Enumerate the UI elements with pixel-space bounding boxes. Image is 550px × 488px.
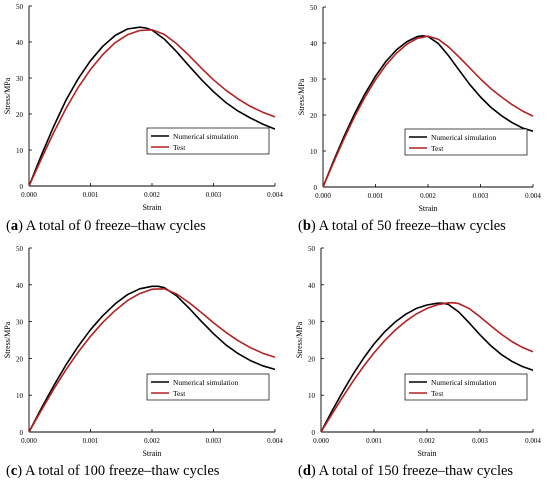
caption-text: A total of 0 freeze–thaw cycles bbox=[22, 218, 206, 234]
chart-panel-a: 0 10 20 30 40 50 0.000 0.001 0.002 0.003 0.004 Stra… bbox=[3, 3, 283, 212]
chart-panel-d: 0 10 20 30 40 50 0.000 0.001 0.002 0.003 0.004 Stra… bbox=[295, 245, 541, 458]
x-tick-label: 0.003 bbox=[473, 192, 489, 200]
x-tick-label: 0.002 bbox=[144, 191, 160, 199]
x-tick-label: 0.001 bbox=[366, 437, 382, 445]
y-tick-label: 40 bbox=[310, 40, 318, 48]
x-tick-label: 0.000 bbox=[315, 192, 331, 200]
x-tick-label: 0.001 bbox=[83, 191, 99, 199]
y-tick-label: 10 bbox=[16, 147, 24, 155]
y-tick-label: 30 bbox=[308, 319, 316, 327]
y-tick-label: 30 bbox=[16, 319, 24, 327]
y-axis-label: Stress/MPa bbox=[297, 78, 306, 115]
y-axis-label: Stress/MPa bbox=[3, 77, 12, 114]
caption-letter: a bbox=[10, 218, 19, 234]
y-tick-label: 20 bbox=[308, 355, 316, 363]
y-tick-label: 0 bbox=[20, 429, 24, 437]
legend-label: Numerical simulation bbox=[431, 133, 496, 142]
x-tick-label: 0.004 bbox=[267, 191, 283, 199]
x-tick-label: 0.000 bbox=[313, 437, 329, 445]
legend-label: Test bbox=[173, 389, 186, 398]
series-line-numerical-simulation bbox=[322, 34, 534, 188]
y-tick-label: 50 bbox=[308, 245, 316, 253]
caption-letter: d bbox=[302, 463, 311, 479]
caption-letter: c bbox=[10, 463, 18, 479]
y-axis-label: Stress/MPa bbox=[295, 321, 304, 358]
x-tick-label: 0.001 bbox=[83, 437, 99, 445]
caption-letter: b bbox=[302, 218, 311, 234]
y-tick-label: 0 bbox=[314, 184, 318, 192]
legend-label: Numerical simulation bbox=[173, 132, 238, 141]
caption-text: A total of 150 freeze–thaw cycles bbox=[315, 463, 514, 479]
x-axis-label: Strain bbox=[142, 449, 161, 458]
series-line-test bbox=[320, 301, 534, 433]
x-tick-label: 0.003 bbox=[472, 437, 488, 445]
caption-panel-c: (c) A total of 100 freeze–thaw cycles bbox=[6, 463, 220, 479]
y-tick-label: 50 bbox=[16, 3, 24, 11]
legend-box bbox=[146, 127, 270, 155]
y-tick-label: 30 bbox=[16, 75, 24, 83]
chart-panel-b: 0 10 20 30 40 50 0.000 0.001 0.002 0.003 0.004 Stra… bbox=[297, 4, 541, 213]
y-tick-label: 10 bbox=[308, 392, 316, 400]
series-line-numerical-simulation bbox=[320, 302, 534, 433]
y-tick-label: 40 bbox=[16, 39, 24, 47]
x-tick-label: 0.002 bbox=[420, 192, 436, 200]
y-tick-label: 10 bbox=[16, 392, 24, 400]
x-tick-label: 0.003 bbox=[206, 191, 222, 199]
legend-label: Numerical simulation bbox=[431, 378, 496, 387]
y-tick-label: 20 bbox=[16, 355, 24, 363]
x-axis-label: Strain bbox=[417, 449, 436, 458]
series-line-test bbox=[28, 28, 276, 187]
x-tick-label: 0.000 bbox=[21, 191, 37, 199]
x-tick-label: 0.001 bbox=[368, 192, 384, 200]
y-tick-label: 0 bbox=[312, 429, 316, 437]
y-axis-label: Stress/MPa bbox=[3, 321, 12, 358]
x-tick-label: 0.002 bbox=[144, 437, 160, 445]
x-tick-label: 0.004 bbox=[267, 437, 283, 445]
caption-text: A total of 100 freeze–thaw cycles bbox=[22, 463, 220, 479]
y-tick-label: 40 bbox=[16, 282, 24, 290]
x-tick-label: 0.003 bbox=[206, 437, 222, 445]
legend-label: Test bbox=[173, 143, 186, 152]
legend-label: Numerical simulation bbox=[173, 378, 238, 387]
legend-box bbox=[404, 373, 528, 401]
y-tick-label: 0 bbox=[20, 183, 24, 191]
x-tick-label: 0.004 bbox=[525, 192, 541, 200]
y-tick-label: 10 bbox=[310, 148, 318, 156]
caption-text: A total of 50 freeze–thaw cycles bbox=[315, 218, 506, 234]
x-tick-label: 0.002 bbox=[419, 437, 435, 445]
x-axis-label: Strain bbox=[418, 204, 437, 213]
y-tick-label: 40 bbox=[308, 282, 316, 290]
legend-label: Test bbox=[431, 144, 444, 153]
legend-box bbox=[404, 128, 528, 156]
series-line-test bbox=[28, 287, 276, 433]
chart-panel-c: 0 10 20 30 40 50 0.000 0.001 0.002 0.003 0.004 Stra… bbox=[3, 245, 283, 458]
x-axis-label: Strain bbox=[142, 203, 161, 212]
series-line-test bbox=[322, 35, 534, 188]
legend-label: Test bbox=[431, 389, 444, 398]
y-tick-label: 20 bbox=[310, 112, 318, 120]
y-tick-label: 30 bbox=[310, 76, 318, 84]
series-line-numerical-simulation bbox=[28, 285, 276, 433]
y-tick-label: 50 bbox=[16, 245, 24, 253]
caption-panel-b: (b) A total of 50 freeze–thaw cycles bbox=[298, 218, 506, 234]
caption-panel-a: (a) A total of 0 freeze–thaw cycles bbox=[6, 218, 206, 234]
series-line-numerical-simulation bbox=[28, 26, 276, 187]
caption-panel-d: (d) A total of 150 freeze–thaw cycles bbox=[298, 463, 514, 479]
x-tick-label: 0.004 bbox=[525, 437, 541, 445]
y-tick-label: 20 bbox=[16, 111, 24, 119]
x-tick-label: 0.000 bbox=[21, 437, 37, 445]
y-tick-label: 50 bbox=[310, 4, 318, 12]
legend-box bbox=[146, 373, 270, 401]
